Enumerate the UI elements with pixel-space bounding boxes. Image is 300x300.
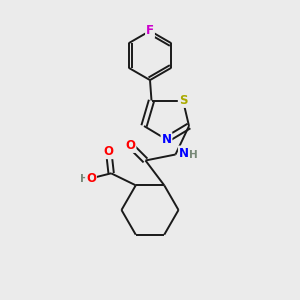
Text: H: H — [80, 174, 88, 184]
Text: S: S — [179, 94, 187, 107]
Text: O: O — [86, 172, 96, 185]
Text: F: F — [146, 24, 154, 38]
Text: O: O — [104, 145, 114, 158]
Text: N: N — [179, 146, 189, 160]
Text: N: N — [161, 133, 172, 146]
Text: H: H — [189, 150, 198, 160]
Text: O: O — [125, 139, 136, 152]
